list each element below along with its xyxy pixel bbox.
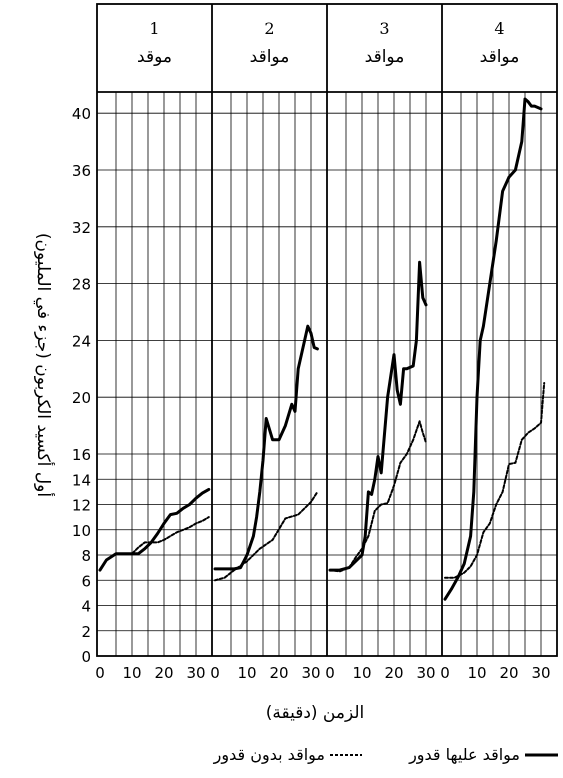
y-tick-label: 32 xyxy=(72,219,91,237)
x-tick-label: 20 xyxy=(154,664,173,682)
x-tick-label: 30 xyxy=(301,664,320,682)
y-tick-label: 14 xyxy=(72,471,91,489)
legend-without-pot-label: مواقد بدون قدور xyxy=(213,745,325,765)
panel-4-with-pot-line xyxy=(443,97,543,601)
series-layer xyxy=(98,97,546,601)
panel-3-without-pot-line xyxy=(329,420,427,573)
panel-3-with-pot-line xyxy=(328,260,428,572)
y-tick-label: 12 xyxy=(72,497,91,515)
y-tick-label: 40 xyxy=(72,105,91,123)
panel-1-without-pot-line xyxy=(99,516,210,572)
panel-2-without-pot-line xyxy=(214,490,319,582)
panel-2-number: 2 xyxy=(264,19,274,38)
x-tick-label: 20 xyxy=(269,664,288,682)
panel-2-title: مواقد xyxy=(250,47,290,67)
y-tick-label: 36 xyxy=(72,162,91,180)
panel-4-number: 4 xyxy=(494,19,504,38)
x-tick-label: 10 xyxy=(122,664,141,682)
legend: مواقد عليها قدور مواقد بدون قدور xyxy=(213,745,558,765)
panel-headers: 1 موقد 2 مواقد 3 مواقد 4 مواقد xyxy=(137,19,519,67)
y-tick-label: 4 xyxy=(81,598,91,616)
panel-4-title: مواقد xyxy=(480,47,520,67)
x-tick-label: 0 xyxy=(210,664,220,682)
panel-2-with-pot-line xyxy=(213,324,319,571)
x-tick-label: 20 xyxy=(384,664,403,682)
y-tick-label: 10 xyxy=(72,522,91,540)
panel-3-number: 3 xyxy=(379,19,389,38)
panel-1-title: موقد xyxy=(137,47,172,67)
panel-1-number: 1 xyxy=(149,19,159,38)
y-tick-label: 6 xyxy=(81,572,91,590)
y-tick-label: 20 xyxy=(72,389,91,407)
y-tick-label: 28 xyxy=(72,276,91,294)
x-tick-label: 20 xyxy=(499,664,518,682)
panel-4-without-pot-line xyxy=(444,382,546,579)
x-tick-label: 30 xyxy=(416,664,435,682)
x-tick-label: 10 xyxy=(352,664,371,682)
x-axis-title: الزمن (دقيقة) xyxy=(266,703,365,723)
legend-with-pot-label: مواقد عليها قدور xyxy=(408,745,520,765)
y-tick-label: 2 xyxy=(81,623,91,641)
x-tick-label: 10 xyxy=(237,664,256,682)
y-tick-label: 8 xyxy=(81,547,91,565)
x-tick-label: 10 xyxy=(467,664,486,682)
y-axis-title: أول أكسيد الكربون (جزء في المليون) xyxy=(33,233,55,497)
y-tick-label: 0 xyxy=(81,648,91,666)
y-tick-label: 24 xyxy=(72,332,91,350)
x-tick-label: 0 xyxy=(440,664,450,682)
y-tick-label: 16 xyxy=(72,446,91,464)
x-tick-label: 30 xyxy=(531,664,550,682)
x-tick-labels: 0 10 20 30 0 10 20 30 0 10 20 30 0 10 20 30 xyxy=(95,664,550,682)
x-tick-label: 0 xyxy=(325,664,335,682)
frame-layer xyxy=(96,3,558,657)
x-tick-label: 0 xyxy=(95,664,105,682)
x-tick-label: 30 xyxy=(186,664,205,682)
panel-3-title: مواقد xyxy=(365,47,405,67)
